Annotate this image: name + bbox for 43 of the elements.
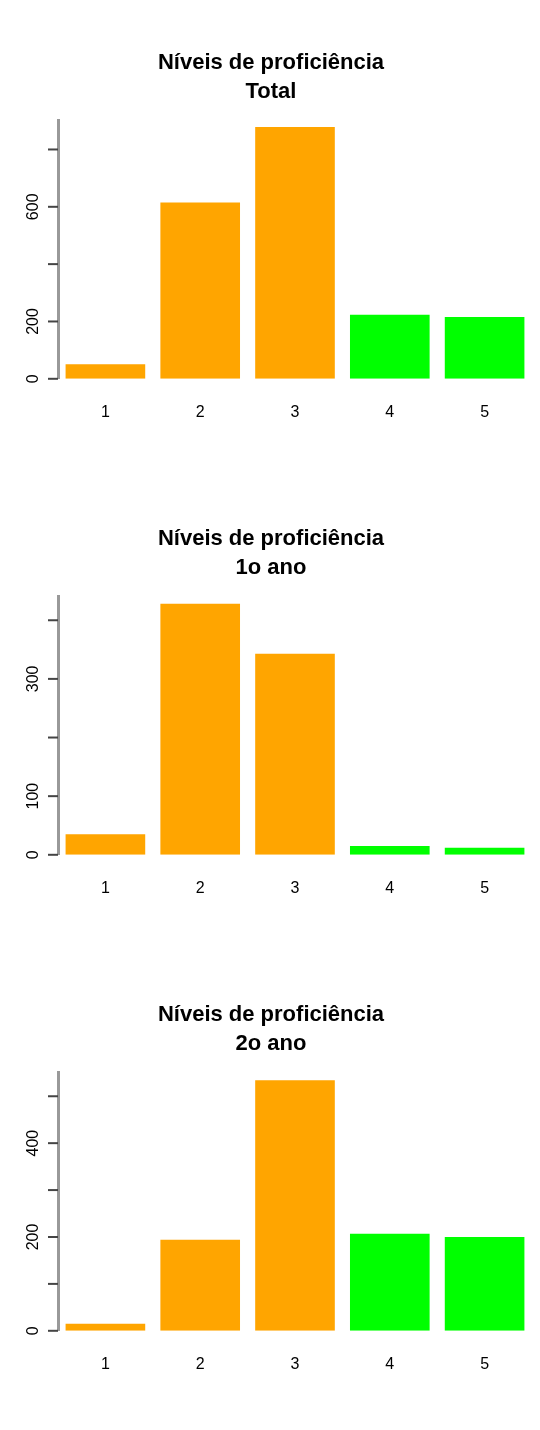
bar xyxy=(349,1233,430,1331)
x-tick-label: 5 xyxy=(480,878,490,896)
y-tick-label: 0 xyxy=(24,1326,42,1336)
y-tick-label: 200 xyxy=(24,1223,42,1251)
bar xyxy=(160,603,241,855)
y-tick-label: 400 xyxy=(24,1129,42,1157)
chart-title: Níveis de proficiência xyxy=(157,1001,385,1027)
x-tick-label: 5 xyxy=(480,1354,490,1372)
bar xyxy=(349,846,430,855)
y-tick-label: 600 xyxy=(24,193,42,221)
x-tick-label: 2 xyxy=(195,878,205,896)
y-tick-label: 200 xyxy=(24,308,42,335)
x-tick-label: 4 xyxy=(385,878,395,896)
x-tick-label: 1 xyxy=(100,1354,110,1372)
bar xyxy=(160,1239,241,1331)
y-tick-label: 0 xyxy=(24,374,42,384)
bar xyxy=(65,834,146,855)
bar xyxy=(444,1236,525,1331)
chart-subtitle: 1o ano xyxy=(235,553,307,579)
y-tick-label: 300 xyxy=(24,665,42,693)
chart-title: Níveis de proficiência xyxy=(157,49,385,75)
bar xyxy=(255,127,335,379)
chart-subtitle: Total xyxy=(245,77,297,103)
x-tick-label: 2 xyxy=(195,1354,205,1372)
y-tick-label: 100 xyxy=(24,782,42,810)
x-tick-label: 1 xyxy=(100,878,110,896)
x-tick-label: 1 xyxy=(100,402,110,420)
x-tick-label: 3 xyxy=(290,878,300,896)
bar xyxy=(349,314,430,379)
x-tick-label: 3 xyxy=(290,1354,300,1372)
bar xyxy=(65,364,146,379)
chart-subtitle: 2o ano xyxy=(235,1029,307,1055)
x-tick-label: 5 xyxy=(480,402,490,420)
bar xyxy=(255,1080,335,1331)
x-tick-label: 2 xyxy=(195,402,205,420)
x-tick-label: 4 xyxy=(385,1354,395,1372)
bar xyxy=(160,202,241,379)
x-tick-label: 4 xyxy=(385,402,395,420)
y-tick-label: 0 xyxy=(24,850,42,860)
bar xyxy=(444,316,525,379)
x-tick-label: 3 xyxy=(290,402,300,420)
bar xyxy=(255,653,335,855)
chart-title: Níveis de proficiência xyxy=(157,525,385,551)
